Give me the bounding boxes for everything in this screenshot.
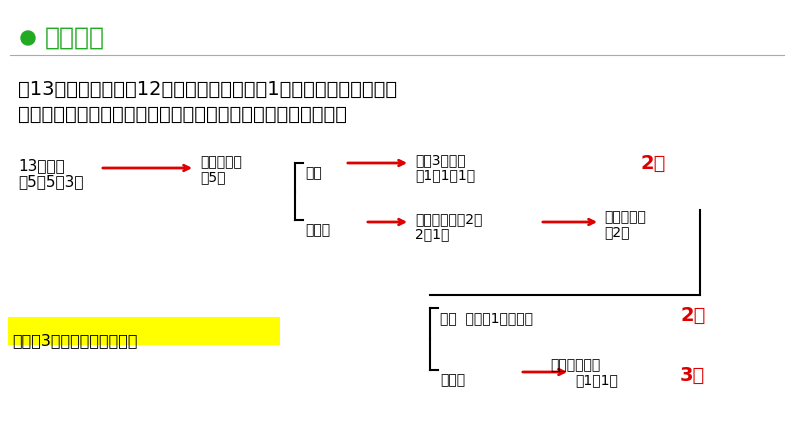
FancyBboxPatch shape (8, 317, 280, 345)
Text: 2次: 2次 (640, 153, 665, 173)
Text: 天平两边各: 天平两边各 (200, 155, 242, 169)
Text: 至少称几次能保证找出这袋来？（请你试着用图表示称的过程）: 至少称几次能保证找出这袋来？（请你试着用图表示称的过程） (18, 105, 347, 124)
Text: 有13袋薯片，其中有12袋质量相同，另外有1袋质量不足，轻一些。: 有13袋薯片，其中有12袋质量相同，另外有1袋质量不足，轻一些。 (18, 80, 397, 99)
Text: 放2个: 放2个 (604, 225, 630, 239)
Text: 2，1）: 2，1） (415, 227, 449, 241)
Text: 平衡: 平衡 (305, 166, 322, 180)
Text: 不平衡: 不平衡 (440, 373, 465, 387)
Text: 不平衡: 不平衡 (305, 223, 330, 237)
Text: 天平两边各: 天平两边各 (604, 210, 646, 224)
Text: 至少称3次能保证找出这袋来: 至少称3次能保证找出这袋来 (12, 333, 137, 348)
Text: （1，1，1）: （1，1，1） (415, 168, 475, 182)
Text: （5，5，3）: （5，5，3） (18, 174, 83, 189)
Text: 放5个: 放5个 (200, 170, 225, 184)
Text: 较轻的糖果（2，: 较轻的糖果（2， (415, 212, 483, 226)
Text: 3次: 3次 (680, 366, 705, 384)
Text: （1，1）: （1，1） (575, 373, 618, 387)
Text: 剩下3袋糖果: 剩下3袋糖果 (415, 153, 465, 167)
Text: 平衡  剩下的1个是次品: 平衡 剩下的1个是次品 (440, 311, 533, 325)
Text: 典型例题: 典型例题 (45, 26, 105, 50)
Text: 较轻的袋糖果: 较轻的袋糖果 (550, 358, 600, 372)
Text: 13袋薯片: 13袋薯片 (18, 158, 65, 173)
Circle shape (21, 31, 35, 45)
Text: 2次: 2次 (680, 305, 705, 325)
